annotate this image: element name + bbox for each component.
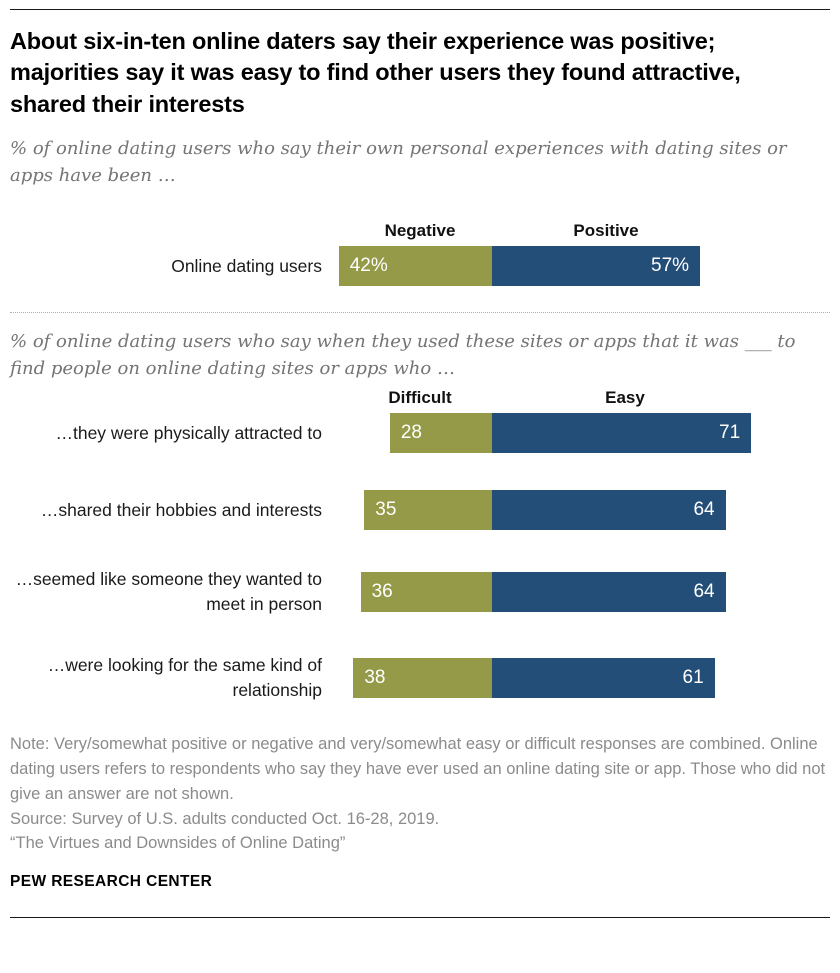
positive-value: 57% bbox=[651, 255, 690, 277]
footer: Note: Very/somewhat positive or negative… bbox=[10, 732, 830, 891]
experience-legend: Negative Positive bbox=[340, 221, 830, 241]
experience-chart-subtitle: % of online dating users who say their o… bbox=[10, 138, 787, 187]
difficult-bar: 28 bbox=[389, 413, 492, 454]
easy-bar: 61 bbox=[492, 657, 715, 698]
row-label: …seemed like someone they wanted to meet… bbox=[15, 569, 322, 614]
negative-bar: 42% bbox=[338, 246, 492, 287]
legend-negative: Negative bbox=[384, 221, 456, 241]
bar-row-physically-attracted: …they were physically attracted to 28 71 bbox=[10, 413, 830, 454]
difficult-bar: 35 bbox=[364, 490, 492, 531]
bar-row-online-dating-users: Online dating users 42% 57% bbox=[10, 246, 830, 287]
difficult-bar: 36 bbox=[360, 571, 492, 612]
easy-value: 64 bbox=[693, 580, 715, 602]
bottom-rule bbox=[10, 917, 830, 919]
positive-bar: 57% bbox=[492, 246, 701, 287]
easy-bar: 71 bbox=[492, 413, 752, 454]
legend-difficult: Difficult bbox=[388, 388, 452, 408]
note-text: Note: Very/somewhat positive or negative… bbox=[10, 735, 826, 803]
row-label: …they were physically attracted to bbox=[55, 423, 322, 444]
bar-row-meet-in-person: …seemed like someone they wanted to meet… bbox=[10, 567, 830, 616]
negative-value: 42% bbox=[349, 255, 388, 277]
ease-chart-subtitle: % of online dating users who say when th… bbox=[10, 331, 796, 380]
ease-legend: Difficult Easy bbox=[340, 388, 830, 408]
section-divider bbox=[10, 312, 830, 314]
row-label: …were looking for the same kind of relat… bbox=[47, 655, 322, 700]
experience-chart: % of online dating users who say their o… bbox=[10, 135, 830, 287]
row-label: Online dating users bbox=[171, 256, 322, 277]
easy-value: 61 bbox=[682, 666, 704, 688]
row-label: …shared their hobbies and interests bbox=[40, 500, 322, 521]
source-text: Source: Survey of U.S. adults conducted … bbox=[10, 809, 440, 828]
bar-pair: 36 64 bbox=[332, 571, 726, 612]
page-title: About six-in-ten online daters say their… bbox=[10, 28, 741, 117]
legend-positive: Positive bbox=[573, 221, 639, 241]
bar-row-shared-hobbies: …shared their hobbies and interests 35 6… bbox=[10, 490, 830, 531]
difficult-value: 36 bbox=[371, 580, 393, 602]
easy-bar: 64 bbox=[492, 490, 726, 531]
easy-bar: 64 bbox=[492, 571, 726, 612]
brand-name: PEW RESEARCH CENTER bbox=[10, 873, 213, 891]
bar-pair: 42% 57% bbox=[332, 246, 701, 287]
bar-pair: 28 71 bbox=[332, 413, 752, 454]
ease-chart: % of online dating users who say when th… bbox=[10, 328, 830, 702]
difficult-bar: 38 bbox=[353, 657, 492, 698]
easy-value: 71 bbox=[719, 422, 741, 444]
difficult-value: 38 bbox=[364, 666, 386, 688]
difficult-value: 35 bbox=[375, 499, 397, 521]
report-title: “The Virtues and Downsides of Online Dat… bbox=[10, 834, 346, 853]
easy-value: 64 bbox=[693, 499, 715, 521]
difficult-value: 28 bbox=[400, 422, 422, 444]
legend-easy: Easy bbox=[605, 388, 645, 408]
bar-row-same-relationship: …were looking for the same kind of relat… bbox=[10, 653, 830, 702]
bar-pair: 35 64 bbox=[332, 490, 726, 531]
top-rule bbox=[10, 9, 830, 10]
bar-pair: 38 61 bbox=[332, 657, 715, 698]
